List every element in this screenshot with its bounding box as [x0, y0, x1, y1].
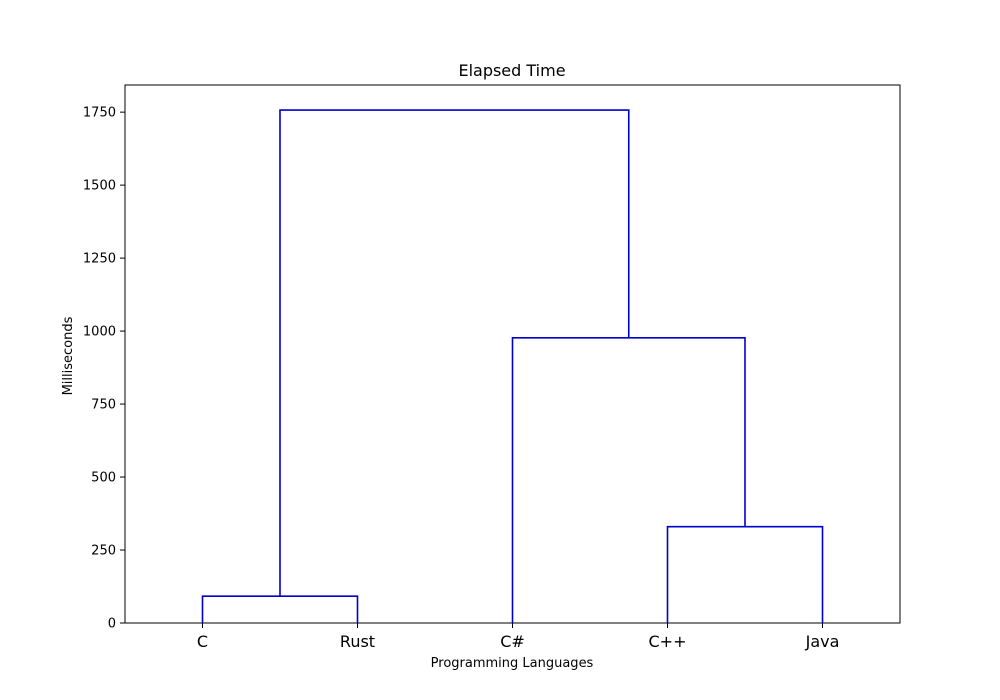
y-tick-label: 750: [91, 398, 116, 413]
y-tick-label: 1250: [83, 252, 116, 267]
dendrogram-links: [201, 109, 824, 623]
leaf-label: C#: [500, 632, 525, 651]
dendrogram-link: [511, 336, 746, 623]
y-tick-label: 1000: [83, 325, 116, 340]
y-axis-label: Milliseconds: [61, 316, 76, 395]
dendrogram-link: [666, 525, 824, 623]
x-axis-label: Programming Languages: [431, 656, 594, 671]
y-tick-label: 500: [91, 471, 116, 486]
y-tick-label: 1500: [83, 179, 116, 194]
y-tick-label: 250: [91, 544, 116, 559]
y-tick-label: 1750: [83, 106, 116, 121]
leaf-label: Rust: [340, 632, 375, 651]
leaf-label: C: [197, 632, 208, 651]
leaf-label: Java: [805, 632, 840, 651]
leaf-label: C++: [649, 632, 687, 651]
dendrogram-link: [279, 109, 630, 597]
x-axis: C Rust C# C++ Java: [197, 623, 839, 651]
dendrogram-link: [201, 595, 359, 623]
y-axis: 0 250 500 750 1000 1250 1500 1750: [83, 106, 125, 632]
y-tick-label: 0: [108, 617, 116, 632]
chart-title: Elapsed Time: [458, 61, 565, 80]
